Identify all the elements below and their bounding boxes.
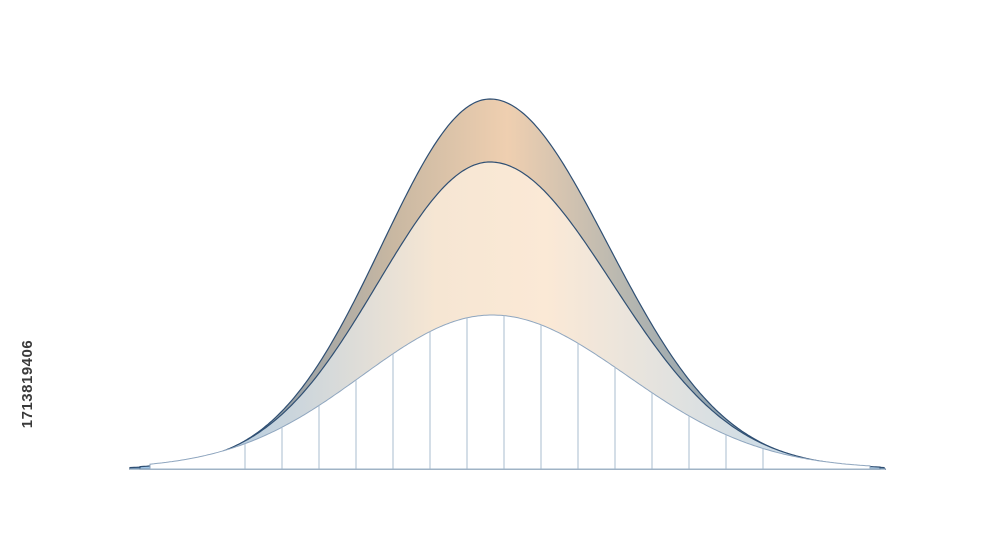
middle-curve	[139, 161, 881, 470]
watermark-id: 1713819406	[19, 340, 36, 428]
inner-curve	[149, 314, 871, 470]
bell-curves	[129, 98, 887, 470]
